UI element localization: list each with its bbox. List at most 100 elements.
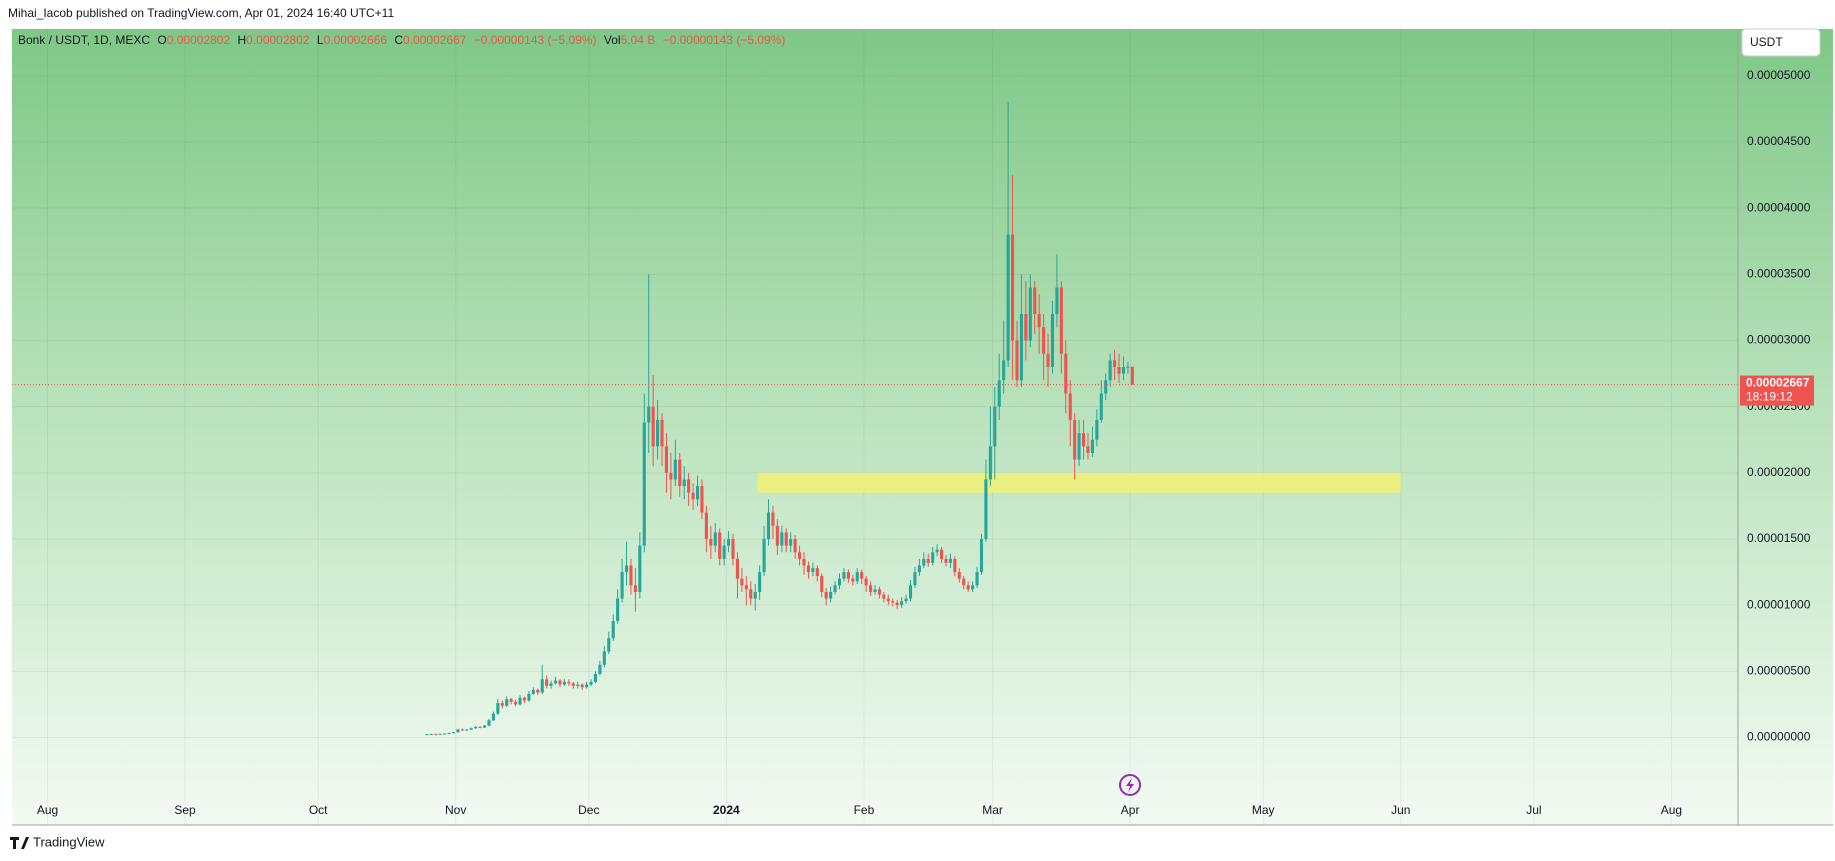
- candle-body: [922, 558, 926, 566]
- candle-body: [811, 568, 815, 573]
- y-tick-label: 0.00001000: [1747, 597, 1811, 611]
- y-tick-label: 0.00003500: [1747, 267, 1811, 281]
- candle-body: [589, 681, 593, 685]
- candle-body: [926, 558, 930, 563]
- candle-body: [656, 419, 660, 447]
- candle-body: [908, 585, 913, 599]
- candle-body: [664, 446, 669, 473]
- footer-logo: [10, 837, 29, 849]
- x-tick-label: Oct: [309, 803, 328, 817]
- legend-value: 0.00002666: [324, 33, 388, 47]
- candle-body: [869, 585, 873, 592]
- candle-body: [571, 683, 575, 686]
- candle-body: [917, 565, 921, 573]
- y-tick-label: 0.00000000: [1747, 730, 1811, 744]
- candle-body: [957, 572, 961, 579]
- candle-body: [678, 459, 682, 487]
- candle-body: [1086, 446, 1090, 453]
- candle-body: [438, 733, 442, 735]
- y-tick-label: 0.00003000: [1747, 333, 1811, 347]
- candle-body: [682, 479, 686, 487]
- countdown-label: 18:19:12: [1746, 390, 1793, 404]
- candle-body: [1090, 439, 1094, 453]
- legend-key: C: [394, 33, 403, 47]
- legend-value: 0.00002802: [246, 33, 310, 47]
- candle-body: [713, 532, 717, 546]
- candle-body: [491, 713, 495, 721]
- lightning-icon[interactable]: [1119, 774, 1141, 796]
- candle-body: [766, 512, 771, 540]
- candle-body: [935, 549, 939, 553]
- candle-body: [895, 602, 899, 606]
- candle-body: [687, 479, 691, 493]
- grid: [12, 29, 1738, 825]
- currency-button-label[interactable]: USDT: [1750, 35, 1783, 49]
- candle-body: [944, 558, 948, 563]
- candle-body: [585, 684, 589, 688]
- candle-body: [727, 539, 731, 546]
- candle-body: [527, 693, 531, 701]
- candle-body: [478, 726, 482, 728]
- candle-body: [1077, 433, 1081, 460]
- candle-body: [740, 578, 744, 586]
- candle-body: [660, 419, 664, 447]
- candle-body: [749, 589, 753, 599]
- pane-background: [12, 29, 1833, 825]
- legend-key: H: [237, 33, 246, 47]
- candle-body: [731, 539, 735, 559]
- candle-body: [882, 594, 886, 599]
- x-tick-label: Jun: [1391, 803, 1410, 817]
- candle-body: [873, 589, 877, 592]
- candle-body: [940, 549, 944, 559]
- candle-body: [1055, 287, 1059, 315]
- last-price-label: 0.00002667: [1746, 376, 1810, 390]
- candle-body: [580, 684, 584, 688]
- candle-body: [864, 578, 868, 586]
- currency-button[interactable]: [1741, 28, 1821, 57]
- candle-body: [1068, 393, 1072, 420]
- candle-body: [846, 572, 850, 579]
- candle-body: [558, 680, 562, 685]
- candle-body: [997, 380, 1001, 407]
- candle-body: [598, 664, 602, 674]
- candle-body: [482, 725, 487, 728]
- candle-body: [487, 720, 491, 726]
- candle-body: [456, 729, 460, 733]
- candle-body: [877, 589, 881, 595]
- candle-body: [465, 729, 469, 731]
- candle-body: [514, 701, 518, 705]
- legend-value: 0.00002802: [167, 33, 231, 47]
- candle-body: [1010, 234, 1015, 341]
- candle-body: [913, 572, 917, 586]
- last-price-badge: [1740, 375, 1814, 406]
- candle-body: [775, 525, 779, 546]
- candle-body: [545, 679, 549, 686]
- candle-body: [948, 558, 952, 563]
- candle-body: [851, 578, 855, 582]
- candle-body: [549, 683, 553, 686]
- legend-change: −0.00000143 (−5.09%): [663, 33, 786, 47]
- legend-value: 0.00002667: [403, 33, 467, 47]
- legend-value: 5.04 B: [621, 33, 656, 47]
- candle-body: [496, 703, 500, 714]
- candle-body: [642, 422, 646, 546]
- candle-body: [762, 539, 766, 573]
- y-tick-label: 0.00000500: [1747, 664, 1811, 678]
- candle-body: [425, 734, 429, 736]
- candle-body: [1037, 314, 1041, 328]
- y-tick-label: 0.00002000: [1747, 465, 1811, 479]
- candle-body: [1033, 287, 1037, 315]
- candle-body: [815, 568, 819, 577]
- candle-body: [1126, 366, 1130, 368]
- candle-body: [1059, 287, 1063, 354]
- candle-body: [1073, 419, 1077, 460]
- candle-body: [975, 572, 979, 586]
- legend-change: −0.00000143 (−5.09%): [474, 33, 597, 47]
- candle-body: [1028, 287, 1032, 341]
- candle-body: [562, 681, 566, 685]
- candle-body: [1121, 366, 1126, 374]
- y-tick-label: 0.00004000: [1747, 200, 1811, 214]
- candle-body: [505, 699, 509, 706]
- candle-body: [993, 406, 997, 447]
- candle-body: [789, 539, 793, 546]
